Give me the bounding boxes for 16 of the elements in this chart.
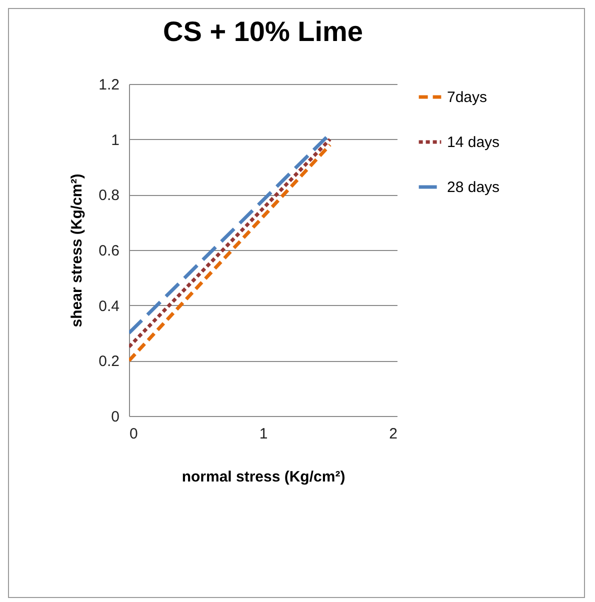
- y-axis-title: shear stress (Kg/cm²): [68, 174, 86, 328]
- x-axis-title: normal stress (Kg/cm²): [182, 468, 346, 486]
- legend-label: 7days: [447, 89, 488, 106]
- y-tick-label: 0.2: [98, 353, 120, 370]
- legend-label: 28 days: [447, 179, 500, 196]
- x-tick-label: 2: [389, 426, 398, 442]
- y-tick-label: 1.2: [98, 76, 120, 94]
- y-tick-label: 1: [111, 132, 120, 149]
- y-tick-label: 0: [111, 408, 120, 426]
- x-tick-label: 1: [259, 426, 268, 442]
- x-tick-label: 0: [130, 426, 138, 442]
- y-tick-label: 0.8: [98, 187, 120, 204]
- y-tick-label: 0.6: [98, 242, 120, 260]
- legend-label: 14 days: [447, 134, 500, 151]
- chart-title: CS + 10% Lime: [163, 16, 363, 47]
- y-tick-label: 0.4: [98, 298, 120, 315]
